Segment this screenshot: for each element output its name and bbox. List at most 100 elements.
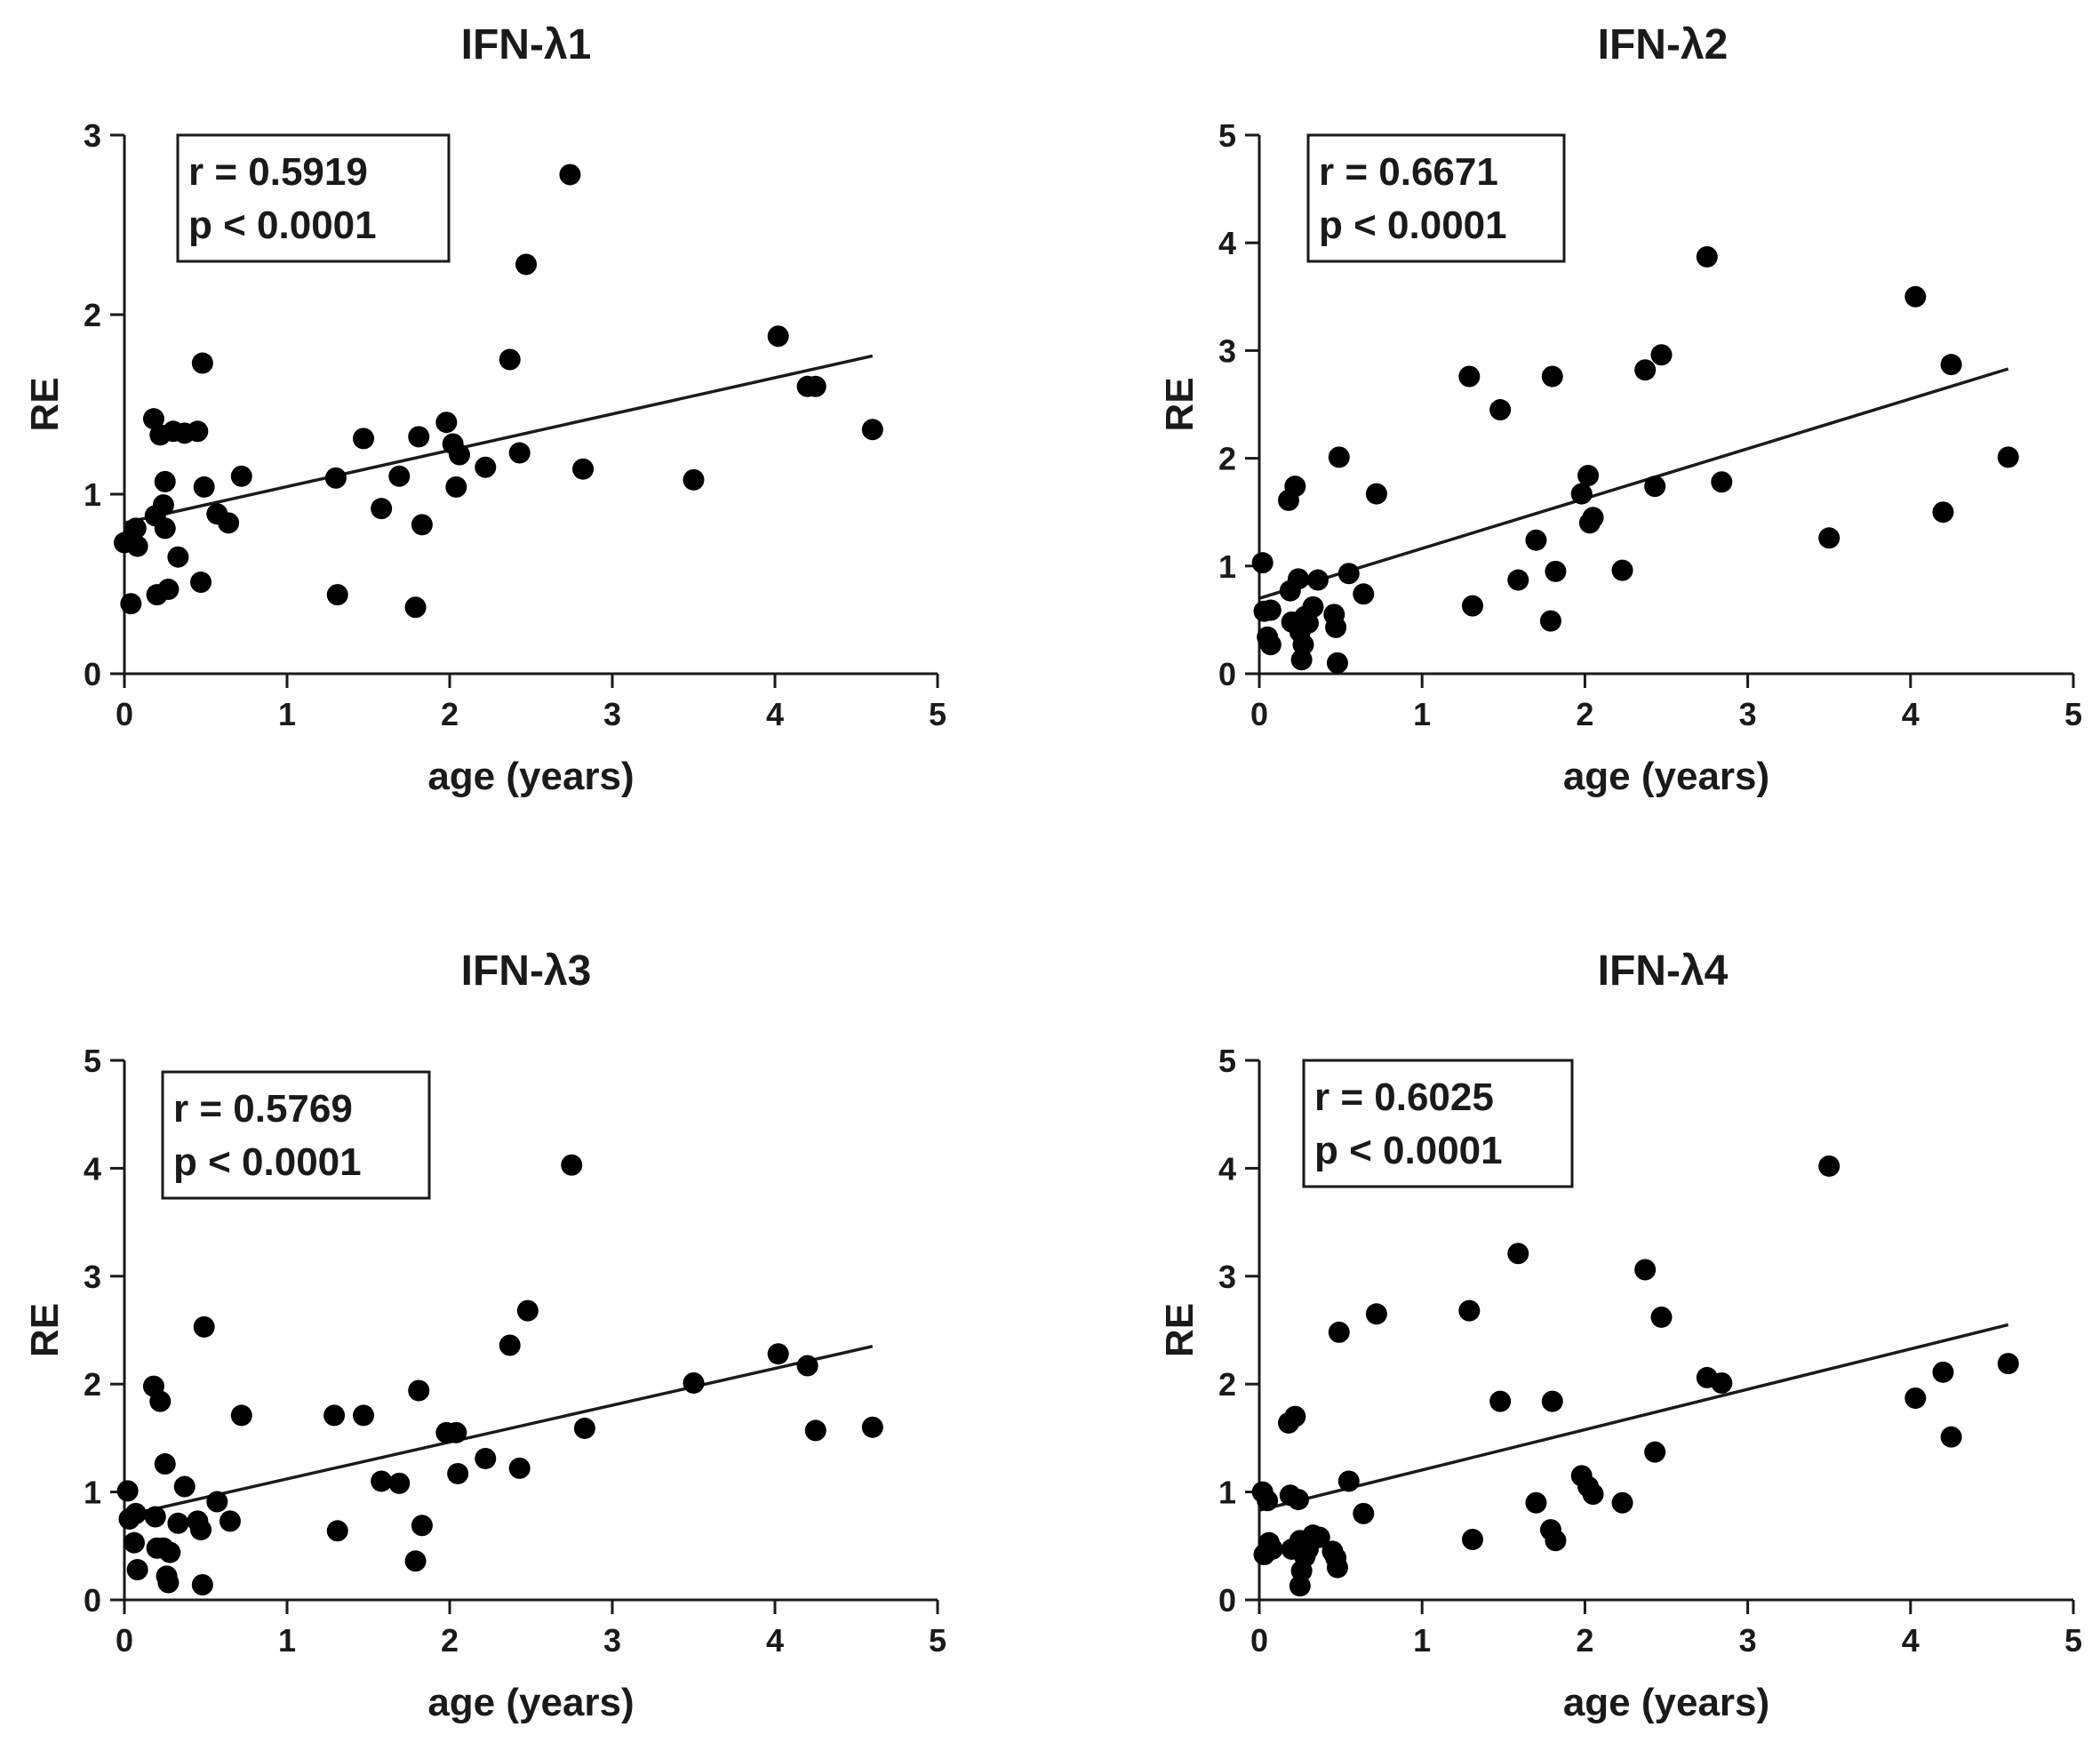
data-point [408,426,430,448]
data-point [167,1512,189,1534]
x-tick-label: 0 [1250,1622,1268,1659]
data-point [475,1447,497,1469]
data-point [1302,596,1324,618]
data-point [1818,1155,1840,1177]
data-point [683,1371,705,1394]
y-tick-label: 2 [84,297,101,333]
data-point [1297,612,1319,635]
data-point [206,1491,228,1513]
data-point [154,1453,176,1475]
x-tick-label: 1 [278,696,296,732]
y-tick-label: 5 [84,1043,101,1079]
x-axis-label: age (years) [427,1681,634,1724]
x-tick-label: 3 [1739,696,1757,732]
data-point [1308,1526,1330,1548]
data-point [499,1334,521,1356]
data-point [1261,1538,1283,1560]
data-point [154,517,176,540]
y-tick-label: 0 [1218,1582,1236,1619]
y-tick-label: 1 [1218,1475,1236,1511]
x-tick-label: 1 [1413,1622,1431,1659]
x-tick-label: 4 [766,1622,784,1659]
data-point [1292,634,1314,656]
data-point [1711,471,1733,493]
x-tick-label: 0 [116,1622,133,1659]
data-point [323,1404,346,1427]
data-point [123,1531,145,1554]
x-tick-label: 2 [1576,1622,1593,1659]
data-point [191,1574,213,1596]
y-tick-label: 4 [1218,1150,1236,1187]
data-point [1461,1529,1483,1551]
data-point [230,1404,252,1427]
y-axis-label: RE [23,1303,67,1357]
y-tick-label: 4 [1218,225,1236,261]
data-point [1328,446,1350,468]
y-tick-label: 0 [84,656,101,692]
stats-p-value: p < 0.0001 [1319,204,1507,247]
x-tick-label: 3 [1739,1622,1757,1659]
data-point [1284,1405,1306,1427]
data-point [1940,1426,1962,1448]
data-point [435,412,458,434]
chart-title: IFN-λ4 [1598,947,1729,995]
y-tick-label: 5 [1218,117,1236,154]
data-point [804,1419,826,1442]
y-tick-label: 2 [1218,441,1236,477]
y-tick-label: 3 [1218,332,1236,369]
data-point [1284,476,1306,498]
y-tick-label: 2 [1218,1366,1236,1403]
y-axis-label: RE [1158,1303,1202,1357]
x-tick-label: 0 [116,696,133,732]
data-point [1541,1390,1563,1412]
data-point [1545,560,1567,582]
data-point [152,494,174,516]
data-point [1489,399,1512,421]
regression-line [1258,1323,2009,1512]
y-tick-label: 1 [84,476,101,513]
regression-line [124,1345,874,1518]
data-point [193,1315,215,1338]
data-point [191,352,213,374]
stats-p-value: p < 0.0001 [173,1140,362,1184]
x-tick-label: 2 [441,1622,459,1659]
y-axis-label: RE [1158,377,1202,431]
data-point [1257,1490,1279,1512]
data-point [353,1404,375,1427]
chart-title: IFN-λ3 [461,947,592,995]
data-point [126,535,148,557]
data-point [1940,354,1962,376]
regression-line [124,354,874,525]
data-point [1997,446,2019,468]
data-point [1634,359,1657,381]
data-point [124,1502,147,1524]
data-point [1365,1303,1387,1325]
x-tick-label: 5 [929,696,946,732]
data-point [1489,1390,1512,1412]
data-point [1259,599,1282,621]
stats-box [1302,1059,1574,1188]
data-point [1353,1502,1375,1524]
data-point [1582,507,1604,529]
data-point [116,1480,139,1502]
data-point [516,1299,539,1322]
data-point [1306,569,1329,591]
data-point [561,1154,583,1176]
data-point [1644,476,1666,498]
x-tick-label: 0 [1250,696,1268,732]
data-point [1650,1306,1673,1328]
data-point [1325,616,1347,638]
data-point [144,1506,166,1528]
data-point [1287,568,1309,590]
data-point [1328,1321,1350,1343]
data-point [190,1519,212,1541]
y-tick-label: 0 [84,1582,101,1619]
data-point [767,1343,789,1365]
stats-r-value: r = 0.5919 [188,150,368,194]
stats-box [161,1070,431,1200]
x-tick-label: 1 [1413,696,1431,732]
data-point [411,514,433,536]
y-tick-label: 1 [1218,548,1236,585]
data-point [1326,652,1348,674]
